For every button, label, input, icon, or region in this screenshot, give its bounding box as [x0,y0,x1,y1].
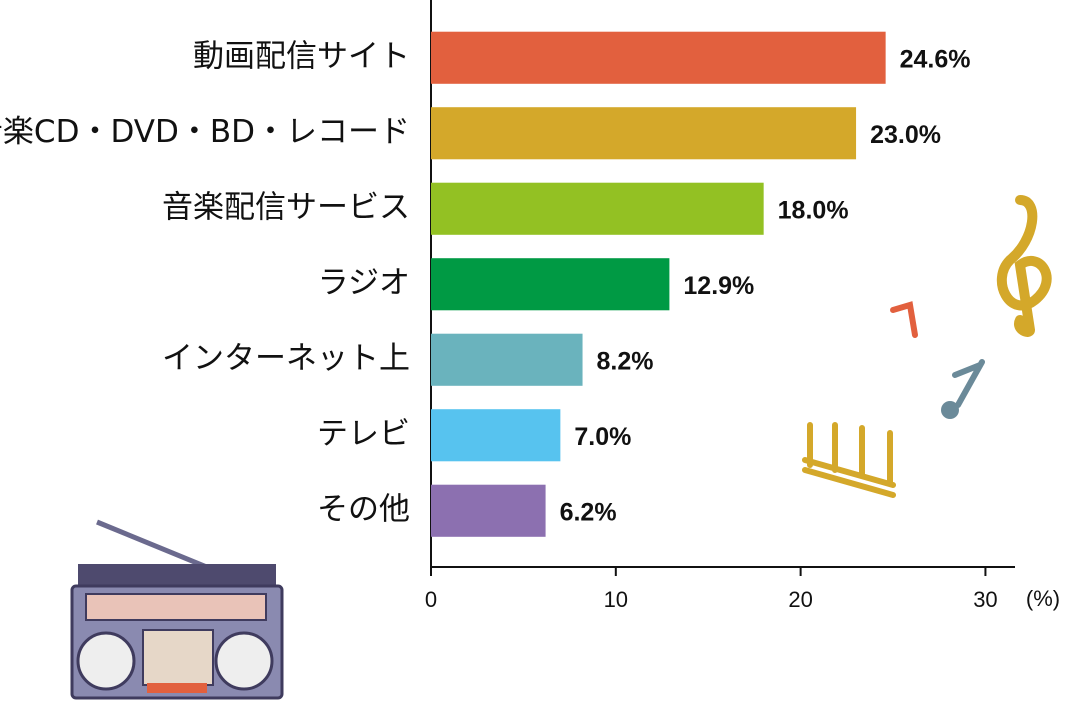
y-tick-label: インターネット上 [162,340,410,376]
value-label: 12.9% [683,272,754,300]
y-tick-label: 動画配信サイト [193,38,410,74]
value-label: 18.0% [778,196,849,224]
value-label: 23.0% [870,121,941,149]
x-axis-label: (%) [1026,586,1060,611]
bar [431,333,583,386]
y-tick-label: テレビ [317,416,410,452]
x-tick-label: 30 [973,587,997,612]
value-label: 7.0% [574,423,631,451]
bar [431,258,670,311]
value-label: 6.2% [560,498,617,526]
y-tick-label: その他 [317,491,410,527]
y-tick-label: 音楽CD・DVD・BD・レコード [0,114,410,150]
music-notes [802,195,1052,498]
value-label: 24.6% [900,45,971,73]
bar [431,182,764,235]
radio-illustration [70,519,284,700]
x-tick-label: 20 [788,587,812,612]
y-tick-label: 音楽配信サービス [162,189,410,225]
y-tick-label: ラジオ [318,265,410,301]
bar [431,409,561,462]
bar [431,107,857,160]
bar [431,31,886,84]
x-tick-label: 0 [425,587,437,612]
bar [431,484,546,537]
x-tick-label: 10 [604,587,628,612]
value-label: 8.2% [597,347,654,375]
